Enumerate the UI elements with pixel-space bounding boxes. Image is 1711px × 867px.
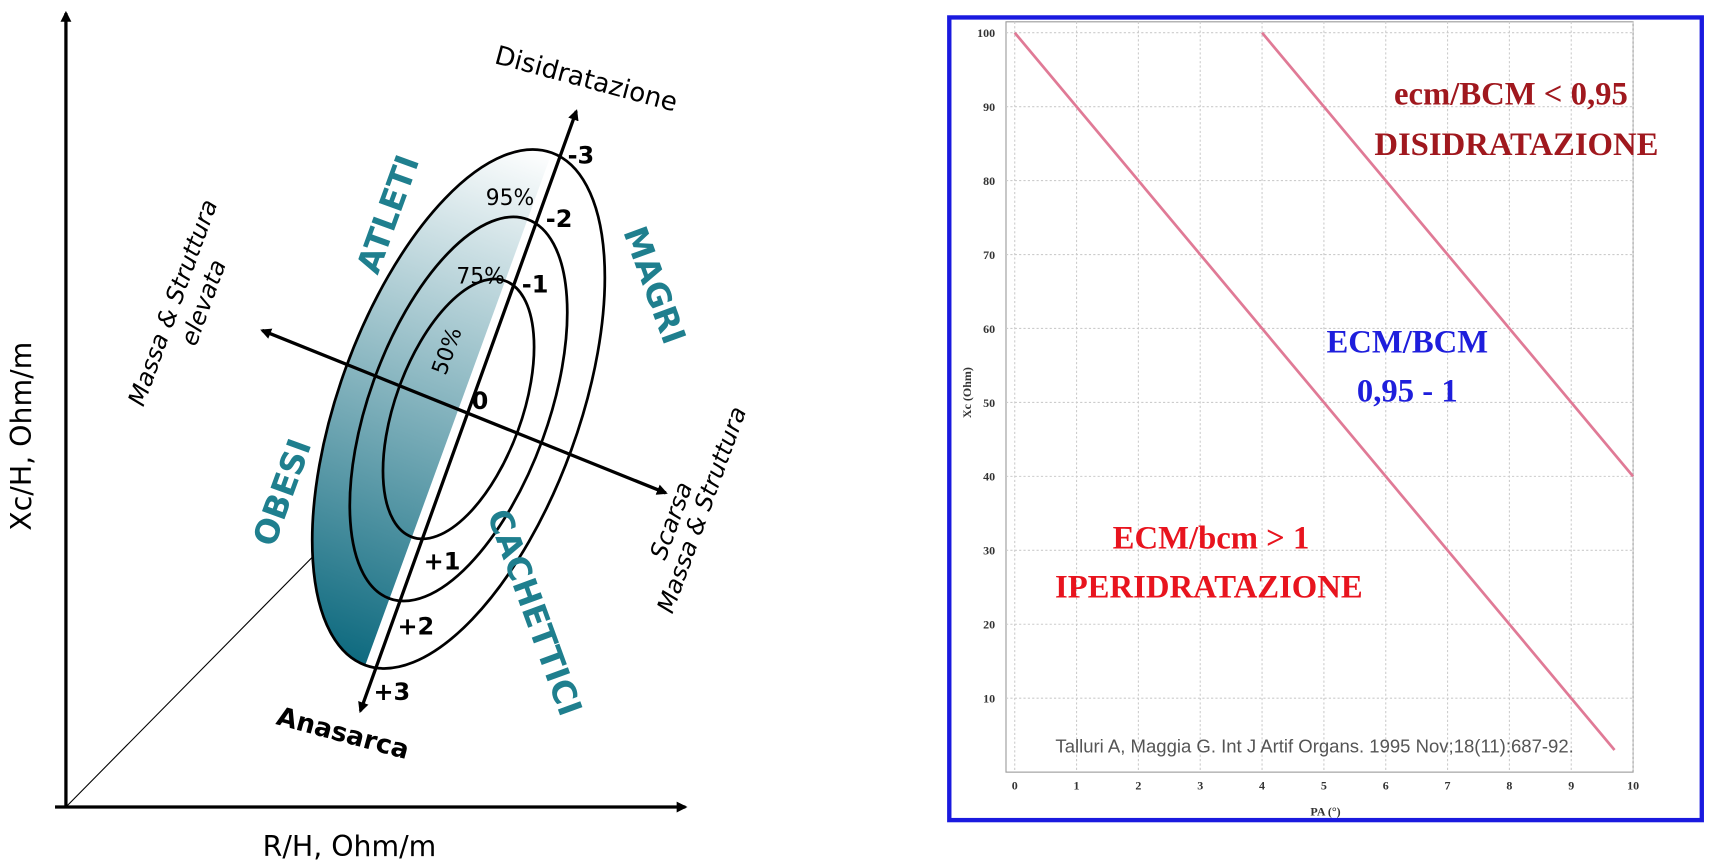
x-axis-label: R/H, Ohm/m (263, 830, 437, 863)
annotation: 0,95 - 1 (1357, 373, 1458, 409)
x-tick-label: 10 (1627, 779, 1639, 793)
scale-label: 0 (472, 387, 489, 415)
chart: 10 20 30 40 50 60 70 80 90 100 0 1 2 3 4 5 6 7 8 9 10 (947, 15, 1704, 823)
scale-label: +2 (397, 613, 434, 641)
scale-label: +1 (424, 547, 461, 575)
mass-axis (260, 328, 668, 495)
rxc-diagram: Xc/H, Ohm/m R/H, Ohm/m Disidratazione An… (5, 10, 752, 863)
annotation: IPERIDRATAZIONE (1055, 570, 1363, 606)
x-tick-label: 7 (1445, 779, 1451, 793)
y-tick-label: 80 (983, 174, 995, 188)
x-axis-label: PA (°) (1310, 805, 1340, 819)
group-label: OBESI (246, 434, 320, 551)
x-tick-label: 0 (1012, 779, 1018, 793)
scale-label: -1 (522, 270, 549, 298)
scale-label: +3 (373, 678, 410, 706)
y-tick-label: 30 (983, 544, 995, 558)
annotations: ecm/BCM < 0,95 DISIDRATAZIONE ECM/BCM 0,… (960, 77, 1658, 819)
x-tick-label: 9 (1568, 779, 1574, 793)
source-note: Talluri A, Maggia G. Int J Artif Organs.… (1055, 735, 1573, 756)
y-tick-label: 40 (983, 470, 995, 484)
y-tick-label: 100 (977, 26, 995, 40)
x-tick-label: 6 (1383, 779, 1389, 793)
annotation: ecm/BCM < 0,95 (1394, 77, 1628, 113)
top-label: Disidratazione (492, 41, 681, 119)
data-line (1261, 31, 1635, 478)
annotation: DISIDRATAZIONE (1374, 127, 1658, 163)
y-tick-label: 90 (983, 100, 995, 114)
y-tick-label: 10 (983, 692, 995, 706)
scale-label: -2 (546, 205, 573, 233)
y-axis-label: Xc (Ohm) (960, 367, 974, 418)
scale-label: -3 (568, 142, 595, 170)
group-label: MAGRI (616, 221, 693, 349)
group-label: CACHETTICI (479, 504, 589, 721)
data-line (1013, 31, 1616, 751)
annotation: ECM/bcm > 1 (1113, 521, 1310, 557)
bottom-label: Anasarca (273, 702, 412, 766)
x-tick-label: 3 (1197, 779, 1203, 793)
y-axis-label: Xc/H, Ohm/m (5, 342, 38, 531)
x-tick-label: 5 (1321, 779, 1327, 793)
y-tick-label: 70 (983, 248, 995, 262)
annotation: ECM/BCM (1326, 324, 1488, 360)
y-tick-label: 60 (983, 322, 995, 336)
x-tick-label: 1 (1074, 779, 1080, 793)
y-tick-label: 50 (983, 396, 995, 410)
percentile-label: 95% (486, 186, 534, 211)
x-tick-label: 8 (1506, 779, 1512, 793)
y-tick-label: 20 (983, 618, 995, 632)
x-tick-label: 2 (1135, 779, 1141, 793)
x-tick-label: 4 (1259, 779, 1265, 793)
percentile-label: 75% (456, 265, 504, 290)
